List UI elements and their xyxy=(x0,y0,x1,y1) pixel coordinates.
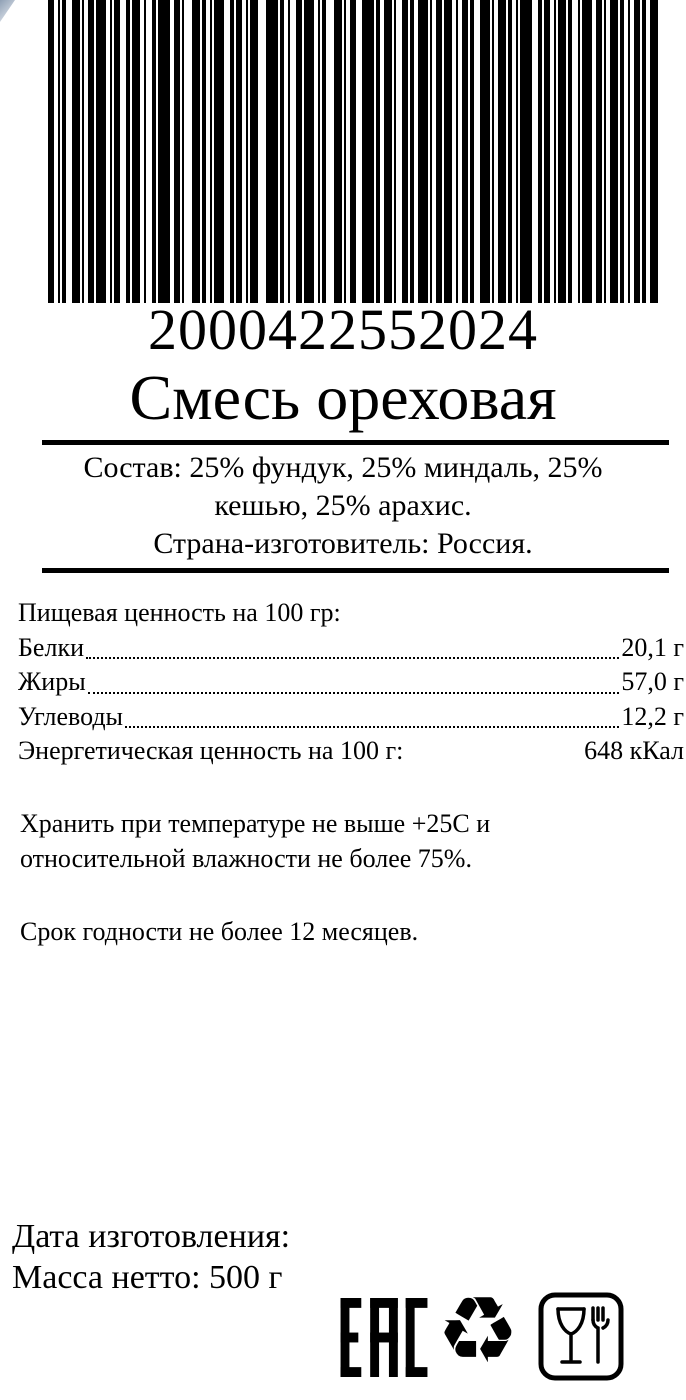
nutrition-header: Пищевая ценность на 100 гр: xyxy=(18,598,341,627)
barcode-number: 2000422552024 xyxy=(148,297,538,362)
composition-line-3: Страна-изготовитель: Россия. xyxy=(153,527,533,560)
composition-line-1: Состав: 25% фундук, 25% миндаль, 25% xyxy=(83,451,603,484)
nutrition-label: Жиры xyxy=(18,667,86,696)
nutrition-label: Углеводы xyxy=(18,701,124,731)
nutrition-value: 57,0 г xyxy=(621,667,684,696)
nutrition-value: 20,1 г xyxy=(621,632,684,662)
glass-fork-food-safe-icon xyxy=(538,1292,624,1381)
composition-section: Состав: 25% фундук, 25% миндаль, 25% кеш… xyxy=(0,449,686,563)
storage-line-2: относительной влажности не более 75%. xyxy=(20,844,472,873)
footer-text: Дата изготовления: Масса нетто: 500 г xyxy=(12,1216,672,1298)
nutrition-section: Пищевая ценность на 100 гр: Белки 20,1 г… xyxy=(18,596,684,769)
energy-value: 648 кКал xyxy=(584,736,684,765)
product-title: Смесь ореховая xyxy=(129,362,557,433)
nutrition-row-carbs: Углеводы 12,2 г xyxy=(18,700,684,735)
nutrition-row-proteins: Белки 20,1 г xyxy=(18,631,684,666)
page-curl-artifact xyxy=(0,0,15,22)
barcode xyxy=(48,0,658,303)
nutrition-row-energy: Энергетическая ценность на 100 г: 648 кК… xyxy=(18,734,684,769)
net-weight-label: Масса нетто: 500 г xyxy=(12,1259,283,1296)
nutrition-row-fats: Жиры 57,0 г xyxy=(18,665,684,700)
dot-leader xyxy=(87,691,620,694)
storage-conditions: Хранить при температуре не выше +25С и о… xyxy=(20,806,660,876)
dot-leader xyxy=(125,726,620,728)
divider-top xyxy=(42,440,669,445)
eac-mark-icon xyxy=(340,1298,428,1377)
dot-leader xyxy=(86,657,620,659)
divider-bottom xyxy=(42,568,669,573)
composition-line-2: кешью, 25% арахис. xyxy=(214,489,472,522)
energy-label: Энергетическая ценность на 100 г: xyxy=(18,736,404,765)
nutrition-value: 12,2 г xyxy=(621,701,684,731)
nutrition-label: Белки xyxy=(18,632,84,662)
manufacture-date-label: Дата изготовления: xyxy=(12,1218,291,1255)
shelf-life: Срок годности не более 12 месяцев. xyxy=(20,917,419,946)
storage-line-1: Хранить при температуре не выше +25С и xyxy=(20,809,491,838)
recycling-icon: ♻ xyxy=(436,1277,520,1384)
